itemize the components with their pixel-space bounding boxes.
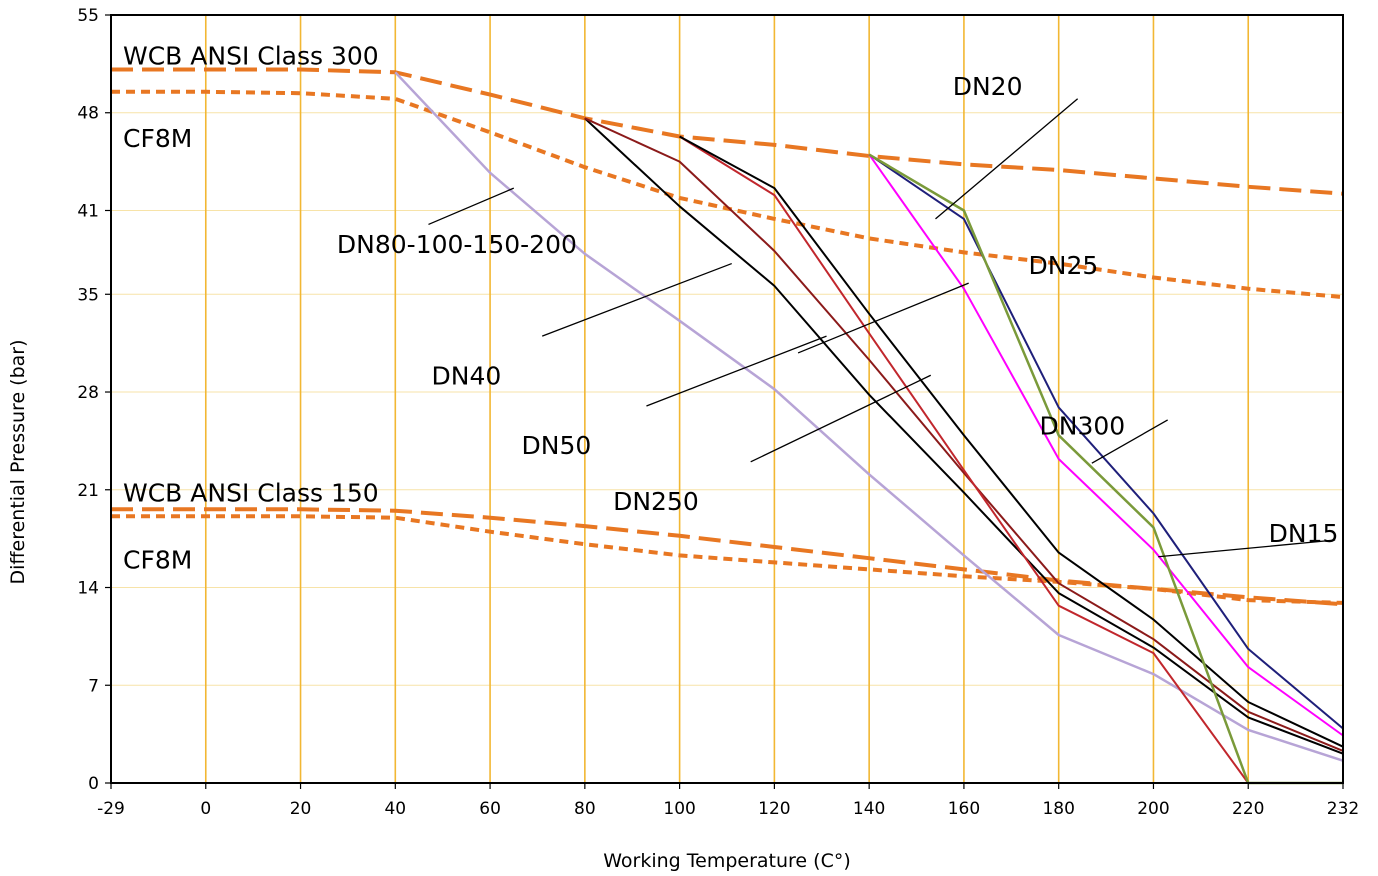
y-tick-label: 21 [77, 481, 99, 501]
series-line-10 [868, 153, 1344, 730]
x-tick-label: 232 [1327, 799, 1359, 819]
series-line-3 [111, 514, 1344, 605]
annotation-labels: WCB ANSI Class 300 CF8M WCB ANSI Class 150… [123, 41, 1338, 574]
x-tick-label: 160 [948, 799, 980, 819]
y-tick-label: 48 [77, 104, 99, 124]
x-tick-label: 120 [758, 799, 790, 819]
annotation-wcb300: WCB ANSI Class 300 [123, 41, 379, 70]
x-tick-label: 80 [574, 799, 596, 819]
series-line-0 [111, 67, 1344, 196]
leader-line-dn300 [1091, 419, 1168, 464]
x-tick-label: 140 [853, 799, 885, 819]
annotation-dn25: DN25 [1029, 251, 1099, 280]
series-group [111, 67, 1344, 785]
y-axis-ticks: 0 7 14 21 28 35 41 48 55 [77, 6, 111, 794]
annotation-wcb150: WCB ANSI Class 150 [123, 479, 379, 508]
x-axis-title: Working Temperature (C°) [603, 850, 851, 872]
series-line-5 [584, 117, 1344, 755]
x-tick-label: 40 [384, 799, 406, 819]
annotation-dn15: DN15 [1269, 519, 1339, 548]
y-tick-label: 0 [88, 774, 99, 794]
annotation-leaders [428, 98, 1336, 558]
leader-line-dn25 [797, 282, 969, 354]
y-tick-label: 28 [77, 383, 99, 403]
leader-line-dn20 [935, 98, 1079, 220]
annotation-dn40: DN40 [432, 361, 502, 390]
annotation-dn250: DN250 [613, 487, 699, 516]
annotation-dn50: DN50 [522, 431, 592, 460]
annotation-dn300: DN300 [1040, 412, 1126, 441]
y-tick-label: 7 [88, 676, 99, 696]
x-tick-label: 0 [200, 799, 211, 819]
leader-line-dn40 [541, 262, 732, 337]
y-tick-label: 55 [77, 6, 99, 26]
y-axis-title: Differential Pressure (bar) [7, 339, 29, 584]
grid [111, 15, 1343, 783]
leader-line-dn250 [750, 374, 932, 463]
x-tick-label: 180 [1042, 799, 1074, 819]
series-line-8 [679, 135, 1344, 748]
leader-line-dn50 [646, 335, 827, 407]
y-tick-label: 35 [77, 285, 99, 305]
series-line-6 [584, 117, 1344, 752]
leader-line-dn80 [428, 187, 515, 226]
annotation-dn80: DN80-100-150-200 [337, 230, 577, 259]
annotation-cf8m-300: CF8M [123, 124, 192, 153]
series-line-2 [111, 507, 1344, 607]
x-tick-label: -29 [97, 799, 125, 819]
x-tick-label: 220 [1232, 799, 1264, 819]
x-tick-label: 60 [479, 799, 501, 819]
y-tick-label: 14 [77, 579, 99, 599]
x-axis-ticks: -29 0 20 40 60 80 100 120 140 160 180 200 220 232 [97, 783, 1359, 819]
series-line-9 [868, 154, 1344, 737]
series-line-4 [394, 71, 1344, 762]
annotation-cf8m-150: CF8M [123, 546, 192, 575]
series-line-7 [679, 135, 1250, 784]
x-tick-label: 100 [663, 799, 695, 819]
leader-line-dn15 [1158, 539, 1336, 558]
y-tick-label: 41 [77, 201, 99, 221]
x-tick-label: 20 [290, 799, 312, 819]
plot-frame [110, 14, 1344, 784]
series-line-1 [111, 89, 1344, 300]
x-tick-label: 200 [1137, 799, 1169, 819]
annotation-dn20: DN20 [953, 72, 1023, 101]
